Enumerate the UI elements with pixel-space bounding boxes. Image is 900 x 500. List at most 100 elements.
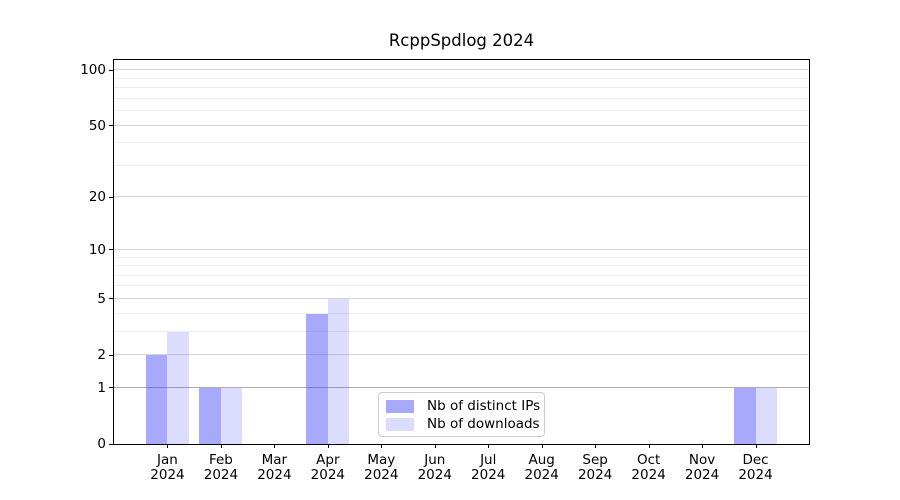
y-tick-5 [109,298,113,300]
plot-area: 0 1 2 5 10 20 50 100 Jan 2024 Feb 2024 Mar 2024 Apr 20… [80,59,810,482]
x-tick-label-jan: Jan 2024 [131,453,203,482]
gridline-10 [114,248,809,250]
x-tick-aug [541,444,543,448]
x-tick-feb [220,444,222,448]
x-tick-jan [167,444,169,448]
y-tick-0 [109,443,113,445]
x-tick-month: Feb [208,452,233,468]
x-tick-apr [327,444,329,448]
y-tick-label-2: 2 [97,347,106,363]
x-tick-year: 2024 [524,466,559,483]
gridline-20 [114,196,809,198]
y-tick-label-100: 100 [80,62,106,79]
y-tick-label-0: 0 [97,436,106,452]
x-tick-label-may: May 2024 [345,453,417,482]
y-tick-2 [109,354,113,356]
x-tick-month: May [367,452,396,468]
x-tick-mar [274,444,276,448]
y-tick-label-50: 50 [88,117,106,134]
x-tick-month: Apr [316,452,340,468]
x-tick-oct [648,444,650,448]
legend-label-distinct-ips: Nb of distinct IPs [427,398,541,414]
gridline-minor-4 [114,312,809,314]
x-tick-label-aug: Aug 2024 [506,453,578,482]
y-tick-label-10: 10 [88,241,106,258]
x-tick-month: Dec [742,452,769,468]
x-tick-month: Jun [424,452,446,468]
x-tick-label-nov: Nov 2024 [666,453,738,482]
gridline-2 [114,354,809,356]
bar-downloads-feb [220,387,243,444]
y-tick-label-1: 1 [97,379,106,396]
x-tick-year: 2024 [364,466,399,483]
x-tick-label-oct: Oct 2024 [613,453,685,482]
gridline-minor-6 [114,285,809,287]
legend-item-downloads: Nb of downloads [385,415,540,433]
legend-swatch-distinct-ips [386,399,414,413]
x-tick-jun [434,444,436,448]
bar-downloads-dec [755,387,778,444]
gridline-minor-70 [114,97,809,99]
y-tick-label-20: 20 [88,189,106,206]
x-tick-label-jun: Jun 2024 [399,453,471,482]
gridline-1 [114,386,809,388]
x-tick-year: 2024 [257,466,292,483]
legend: Nb of distinct IPs Nb of downloads [378,392,545,437]
y-tick-50 [109,125,113,127]
gridline-minor-90 [114,77,809,79]
x-tick-month: Nov [688,452,716,468]
y-tick-100 [109,69,113,71]
y-tick-label-5: 5 [97,290,106,307]
x-tick-nov [702,444,704,448]
x-tick-label-mar: Mar 2024 [238,453,310,482]
x-tick-year: 2024 [203,466,239,483]
x-tick-label-dec: Dec 2024 [720,453,792,482]
x-tick-label-feb: Feb 2024 [185,453,257,482]
legend-swatch-downloads [386,417,414,431]
x-tick-year: 2024 [150,466,185,483]
gridline-minor-8 [114,265,809,267]
gridline-minor-3 [114,330,809,332]
bar-downloads-apr [327,298,350,444]
x-tick-month: Sep [582,452,608,468]
x-tick-month: Mar [261,452,288,468]
x-tick-year: 2024 [631,466,666,483]
bar-distinct-ips-jan [145,355,168,444]
gridline-minor-60 [114,110,809,112]
bar-downloads-jan [167,331,189,444]
gridline-100 [114,69,809,71]
x-tick-month: Jul [480,452,497,468]
gridline-minor-80 [114,87,809,89]
x-tick-dec [755,444,757,448]
x-tick-may [381,444,383,448]
x-tick-label-sep: Sep 2024 [559,453,631,482]
bar-distinct-ips-apr [306,313,328,444]
y-tick-20 [109,196,113,198]
x-tick-year: 2024 [738,466,773,483]
x-tick-label-jul: Jul 2024 [452,453,524,482]
x-tick-month: Oct [636,452,661,468]
x-tick-year: 2024 [577,466,613,483]
gridline-5 [114,297,809,299]
x-tick-year: 2024 [684,466,720,483]
x-tick-month: Jan [157,452,178,468]
gridline-minor-30 [114,164,809,166]
y-tick-10 [109,249,113,251]
x-tick-month: Aug [528,452,555,468]
x-tick-label-apr: Apr 2024 [292,453,364,482]
gridline-minor-9 [114,256,809,258]
bar-distinct-ips-feb [199,387,221,444]
x-tick-sep [595,444,597,448]
gridline-50 [114,124,809,126]
x-tick-jul [488,444,490,448]
legend-item-distinct-ips: Nb of distinct IPs [385,397,541,415]
chart-title: RcppSpdlog 2024 [388,31,535,50]
legend-label-downloads: Nb of downloads [427,416,540,432]
x-tick-year: 2024 [417,466,452,483]
bar-distinct-ips-dec [734,387,756,444]
y-tick-1 [109,387,113,389]
gridline-minor-7 [114,274,809,276]
gridline-minor-40 [114,142,809,144]
x-tick-year: 2024 [310,466,346,483]
